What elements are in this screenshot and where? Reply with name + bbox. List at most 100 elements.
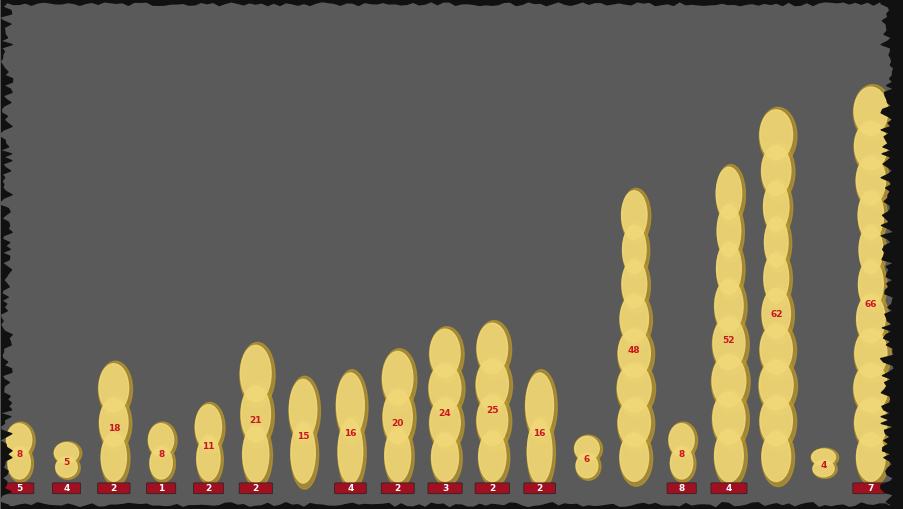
Ellipse shape xyxy=(429,364,461,412)
Ellipse shape xyxy=(54,443,79,463)
Ellipse shape xyxy=(621,261,646,309)
Ellipse shape xyxy=(852,86,891,141)
Ellipse shape xyxy=(8,447,31,479)
Ellipse shape xyxy=(760,144,794,201)
Ellipse shape xyxy=(525,370,556,444)
Ellipse shape xyxy=(761,287,794,344)
Ellipse shape xyxy=(858,223,885,279)
Ellipse shape xyxy=(195,405,221,449)
Ellipse shape xyxy=(477,395,507,446)
Ellipse shape xyxy=(621,189,650,245)
Ellipse shape xyxy=(759,393,796,451)
Text: 52: 52 xyxy=(721,335,734,344)
Ellipse shape xyxy=(811,449,834,465)
Ellipse shape xyxy=(714,280,742,332)
Ellipse shape xyxy=(291,419,319,489)
FancyBboxPatch shape xyxy=(193,483,223,494)
Ellipse shape xyxy=(336,370,368,444)
Text: 4: 4 xyxy=(347,484,353,493)
Ellipse shape xyxy=(289,377,320,446)
Ellipse shape xyxy=(573,435,601,463)
Ellipse shape xyxy=(714,430,742,482)
Ellipse shape xyxy=(810,448,838,467)
Ellipse shape xyxy=(431,433,458,482)
Ellipse shape xyxy=(853,88,887,136)
Ellipse shape xyxy=(338,419,362,484)
Ellipse shape xyxy=(617,396,654,451)
Ellipse shape xyxy=(526,416,554,490)
Ellipse shape xyxy=(857,189,887,245)
Ellipse shape xyxy=(853,122,886,171)
Text: 5: 5 xyxy=(16,484,23,493)
FancyBboxPatch shape xyxy=(52,483,80,494)
Ellipse shape xyxy=(759,325,791,375)
Ellipse shape xyxy=(197,434,223,485)
Ellipse shape xyxy=(761,432,790,482)
Ellipse shape xyxy=(98,361,133,417)
Text: 3: 3 xyxy=(442,484,448,493)
Text: 24: 24 xyxy=(438,408,451,417)
Ellipse shape xyxy=(289,380,316,440)
Ellipse shape xyxy=(858,261,882,309)
Ellipse shape xyxy=(715,165,745,225)
Ellipse shape xyxy=(622,226,646,274)
Ellipse shape xyxy=(336,373,364,438)
Ellipse shape xyxy=(101,431,130,486)
Ellipse shape xyxy=(761,429,794,487)
Ellipse shape xyxy=(574,437,599,461)
Ellipse shape xyxy=(716,205,740,258)
Ellipse shape xyxy=(621,191,647,240)
Text: 4: 4 xyxy=(820,460,826,469)
Text: 4: 4 xyxy=(725,484,731,493)
Ellipse shape xyxy=(764,218,787,268)
Ellipse shape xyxy=(716,243,740,295)
Ellipse shape xyxy=(715,168,740,220)
FancyBboxPatch shape xyxy=(666,483,695,494)
Ellipse shape xyxy=(621,258,650,314)
Text: 15: 15 xyxy=(296,431,309,440)
Ellipse shape xyxy=(383,390,412,444)
Ellipse shape xyxy=(428,361,464,417)
Ellipse shape xyxy=(759,322,796,380)
Ellipse shape xyxy=(619,431,652,486)
Ellipse shape xyxy=(54,442,82,465)
Ellipse shape xyxy=(618,399,650,447)
Ellipse shape xyxy=(430,329,460,378)
Ellipse shape xyxy=(575,454,597,478)
Ellipse shape xyxy=(243,426,268,483)
Ellipse shape xyxy=(712,389,749,450)
Ellipse shape xyxy=(148,422,177,459)
Ellipse shape xyxy=(56,457,77,477)
Ellipse shape xyxy=(759,360,792,410)
Text: 66: 66 xyxy=(863,299,876,308)
Text: 2: 2 xyxy=(536,484,542,493)
Text: 62: 62 xyxy=(769,309,782,319)
Ellipse shape xyxy=(619,433,648,482)
Ellipse shape xyxy=(385,429,410,482)
Ellipse shape xyxy=(197,437,219,481)
Text: 2: 2 xyxy=(205,484,211,493)
Text: 20: 20 xyxy=(391,418,404,427)
Ellipse shape xyxy=(712,315,749,375)
Text: 18: 18 xyxy=(107,423,120,432)
Ellipse shape xyxy=(855,157,885,205)
Text: 16: 16 xyxy=(344,429,357,438)
Ellipse shape xyxy=(616,361,655,417)
Text: 4: 4 xyxy=(63,484,70,493)
Ellipse shape xyxy=(858,258,886,314)
Ellipse shape xyxy=(99,364,128,412)
Ellipse shape xyxy=(6,422,35,459)
Ellipse shape xyxy=(763,251,792,308)
Ellipse shape xyxy=(479,431,506,482)
Ellipse shape xyxy=(99,399,128,447)
Text: 2: 2 xyxy=(252,484,258,493)
FancyBboxPatch shape xyxy=(334,483,366,494)
Ellipse shape xyxy=(429,396,464,451)
Ellipse shape xyxy=(431,431,461,486)
Ellipse shape xyxy=(475,357,512,415)
Ellipse shape xyxy=(668,422,697,459)
Ellipse shape xyxy=(240,346,271,402)
Ellipse shape xyxy=(239,343,275,408)
Ellipse shape xyxy=(853,364,887,412)
Ellipse shape xyxy=(711,352,749,412)
